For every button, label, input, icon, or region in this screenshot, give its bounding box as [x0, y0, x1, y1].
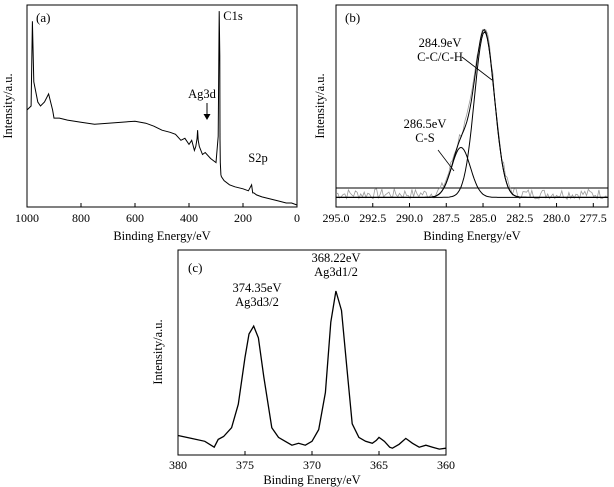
panel-c-xtick-label: 380: [169, 458, 187, 472]
panel-c-ag3d-chart: (c) Binding Energy/eV Intensity/a.u. 380…: [151, 249, 455, 487]
panel-b-c1s-chart: (b) Binding Energy/eV Intensity/a.u. 295…: [313, 4, 609, 243]
panel-b-annotation-cc-name: C-C/C-H: [417, 50, 463, 64]
panel-c-xlabel: Binding Energy/eV: [263, 473, 360, 487]
panel-c-label: (c): [188, 260, 202, 275]
panel-b-xtick-label: 285.0: [470, 211, 497, 225]
panel-a-xtick-label: 600: [126, 211, 144, 225]
panel-a-annotation-s2p: S2p: [248, 151, 267, 165]
panel-a-ylabel: Intensity/a.u.: [1, 73, 15, 138]
panel-a-xtick-label: 1000: [15, 211, 39, 225]
panel-a-annotation-c1s: C1s: [223, 9, 243, 23]
panel-b-xtick-label: 280.0: [543, 211, 570, 225]
panel-b-annotation-cc-leader: [461, 56, 493, 81]
panel-a-survey-line: [26, 11, 298, 206]
panel-c-xtick-label: 365: [370, 458, 388, 472]
panel-a-xtick-label: 800: [72, 211, 90, 225]
panel-a-annotation-ag3d: Ag3d: [188, 87, 217, 101]
panel-b-raw-data-line: [335, 28, 609, 201]
panel-c-xtick-label: 375: [236, 458, 254, 472]
panel-b-peak-cs-line: [336, 146, 608, 198]
panel-c-ylabel: Intensity/a.u.: [151, 319, 165, 384]
panel-a-xtick-label: 200: [234, 211, 252, 225]
panel-a-label: (a): [36, 10, 50, 25]
panel-a-ag3d-arrowhead: [203, 114, 211, 120]
panel-a-xlabel: Binding Energy/eV: [113, 229, 210, 243]
panel-b-annotation-cs-leader: [437, 149, 455, 172]
panel-b-xtick-label: 290.0: [396, 211, 423, 225]
panel-c-xtick-label: 360: [437, 458, 455, 472]
panel-b-xtick-label: 277.5: [580, 211, 607, 225]
panel-b-annotation-cc-energy: 284.9eV: [419, 36, 462, 50]
panel-a-xtick-label: 0: [294, 211, 300, 225]
panel-b-xtick-label: 292.5: [359, 211, 386, 225]
panel-c-xtick-label: 370: [303, 458, 321, 472]
panel-b-xtick-label: 287.5: [433, 211, 460, 225]
panel-a-survey-chart: (a) Binding Energy/eV Intensity/a.u. 100…: [1, 4, 300, 243]
panel-b-annotation-cs-energy: 286.5eV: [404, 117, 447, 131]
panel-b-label: (b): [345, 10, 360, 25]
panel-c-annotation-ag3d32-energy: 374.35eV: [233, 281, 282, 295]
panel-a-frame: [26, 4, 298, 208]
panel-b-xlabel: Binding Energy/eV: [423, 229, 520, 243]
panel-b-xtick-label: 295.0: [323, 211, 350, 225]
panel-c-ag3d-line: [177, 290, 447, 450]
panel-c-annotation-ag3d12-name: Ag3d1/2: [314, 265, 358, 279]
panel-b-ylabel: Intensity/a.u.: [313, 73, 327, 138]
panel-c-annotation-ag3d12-energy: 368.22eV: [312, 251, 361, 265]
panel-b-annotation-cs-name: C-S: [415, 131, 435, 145]
panel-c-annotation-ag3d32-name: Ag3d3/2: [235, 295, 279, 309]
panel-b-frame: [335, 4, 609, 208]
panel-c-frame: [177, 249, 447, 456]
panel-b-xtick-label: 282.5: [506, 211, 533, 225]
panel-a-xtick-label: 400: [180, 211, 198, 225]
